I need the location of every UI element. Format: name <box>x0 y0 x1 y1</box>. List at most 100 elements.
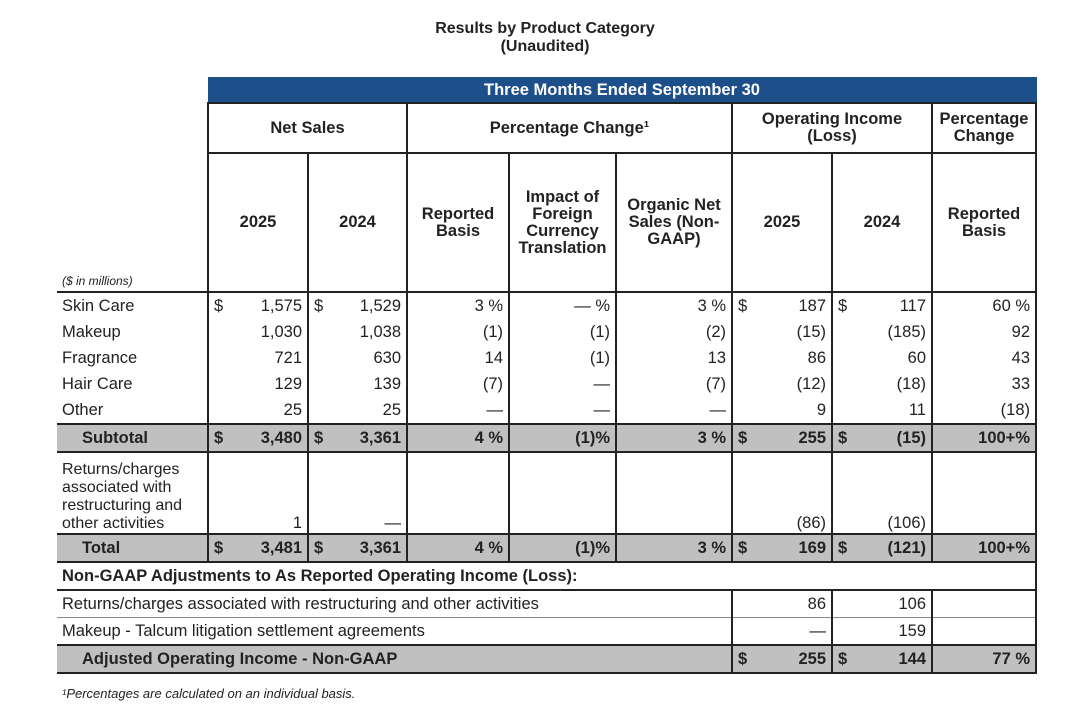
table-row: Other 25 25 — — — 9 11 (18) <box>57 397 1037 424</box>
table-cell: $117 <box>831 291 933 319</box>
cell-content: 1,030 <box>214 323 302 342</box>
cell-content: 33 <box>938 375 1030 394</box>
cell-value: 100+% <box>978 538 1030 557</box>
row-label: Skin Care <box>57 291 209 319</box>
cell-value: — <box>709 400 727 419</box>
table-cell: (1) <box>406 319 510 345</box>
table-row: Hair Care 129 139 (7) — (7) (12) (18) 33 <box>57 371 1037 397</box>
cell-content: 9 <box>738 401 826 420</box>
cell-value: 169 <box>798 538 826 557</box>
currency-symbol: $ <box>738 428 748 447</box>
col-header: 2025 <box>731 152 833 293</box>
non-gaap-heading: Non-GAAP Adjustments to As Reported Oper… <box>57 562 1037 591</box>
cell-content: 3 % <box>622 539 726 558</box>
cell-value: 77 % <box>992 649 1030 668</box>
table-cell: 106 <box>831 590 933 618</box>
cell-value: 3,481 <box>260 538 302 557</box>
row-label: Makeup - Talcum litigation settlement ag… <box>57 617 733 646</box>
cell-content: 14 <box>413 349 503 368</box>
cell-content: (1) <box>413 323 503 342</box>
cell-content: $3,361 <box>314 429 401 448</box>
cell-value: — <box>593 374 611 393</box>
cell-content: 3 % <box>622 429 726 448</box>
cell-value: (106) <box>887 514 926 532</box>
table-cell: (18) <box>831 371 933 397</box>
table-cell: 721 <box>207 345 309 371</box>
col-header: 2024 <box>831 152 933 293</box>
cell-content: 92 <box>938 323 1030 342</box>
cell-content: (7) <box>622 375 726 394</box>
cell-value: (2) <box>705 322 726 341</box>
currency-symbol: $ <box>314 428 324 447</box>
table-cell: 630 <box>307 345 408 371</box>
cell-content: 13 <box>622 349 726 368</box>
cell-value: (18) <box>896 374 926 393</box>
currency-symbol: $ <box>838 428 848 447</box>
cell-content: $255 <box>738 650 826 669</box>
table-cell: — <box>406 397 510 424</box>
table-cell: — <box>615 397 733 424</box>
cell-value: 139 <box>373 374 401 393</box>
table-cell: $255 <box>731 644 833 674</box>
cell-value: 86 <box>807 348 826 367</box>
non-gaap-heading-row: Non-GAAP Adjustments to As Reported Oper… <box>57 562 1037 591</box>
currency-symbol: $ <box>214 538 224 557</box>
report-title: Results by Product Category <box>435 20 655 37</box>
currency-symbol: $ <box>738 649 748 668</box>
col-header: Reported Basis <box>931 152 1037 293</box>
currency-symbol: $ <box>838 538 848 557</box>
table-cell: 14 <box>406 345 510 371</box>
table-cell: 25 <box>207 397 309 424</box>
cell-value: 255 <box>798 428 826 447</box>
table-row: Skin Care $1,575 $1,529 3 % — % 3 % $187 $117 60… <box>57 291 1037 319</box>
table-cell: (1)% <box>508 533 617 563</box>
cell-content: $169 <box>738 539 826 558</box>
cell-content: (15) <box>738 323 826 342</box>
table-cell: 60 % <box>931 291 1037 319</box>
cell-content: 4 % <box>413 429 503 448</box>
cell-content: 3 % <box>622 297 726 316</box>
cell-content: $187 <box>738 297 826 316</box>
cell-value: 60 % <box>992 296 1030 315</box>
cell-content: (7) <box>413 375 503 394</box>
cell-value: 100+% <box>978 428 1030 447</box>
table-cell: — % <box>508 291 617 319</box>
table-row: Returns/charges associated with restruct… <box>57 452 1037 535</box>
cell-value: 3 % <box>697 428 726 447</box>
cell-value: 721 <box>274 348 302 367</box>
cell-content: (18) <box>938 401 1030 420</box>
table-cell: $3,361 <box>307 423 408 453</box>
table-cell: 43 <box>931 345 1037 371</box>
cell-content: (185) <box>838 323 926 342</box>
cell-value: 255 <box>798 649 826 668</box>
table-cell: 4 % <box>406 423 510 453</box>
cell-value: 33 <box>1011 374 1030 393</box>
cell-content: (12) <box>738 375 826 394</box>
cell-content: $3,361 <box>314 539 401 558</box>
table-cell: 129 <box>207 371 309 397</box>
currency-symbol: $ <box>738 538 748 557</box>
cell-content: 60 % <box>938 297 1030 316</box>
cell-value: 1,030 <box>260 322 302 341</box>
table-cell: 13 <box>615 345 733 371</box>
cell-content: (1) <box>515 323 610 342</box>
cell-value: (1) <box>589 348 610 367</box>
cell-value: (7) <box>705 374 726 393</box>
cell-content: 25 <box>314 401 401 420</box>
cell-content: 3 % <box>413 297 503 316</box>
cell-content: (2) <box>622 323 726 342</box>
table-cell: $3,361 <box>307 533 408 563</box>
table-cell: 100+% <box>931 533 1037 563</box>
footnote: ¹Percentages are calculated on an indivi… <box>62 686 356 701</box>
table-cell: (1)% <box>508 423 617 453</box>
results-table: Three Months Ended September 30 Net Sale… <box>57 77 1037 674</box>
group-operating-income: Operating Income (Loss) <box>731 102 933 154</box>
table-cell: $ (15) <box>831 423 933 453</box>
table-row: Fragrance 721 630 14 (1) 13 86 60 43 <box>57 345 1037 371</box>
cell-content: 159 <box>838 622 926 641</box>
table-cell: (106) <box>831 452 933 535</box>
cell-value: — % <box>574 296 610 315</box>
cell-content: 86 <box>738 349 826 368</box>
table-cell: (185) <box>831 319 933 345</box>
report-subtitle: (Unaudited) <box>500 38 590 55</box>
